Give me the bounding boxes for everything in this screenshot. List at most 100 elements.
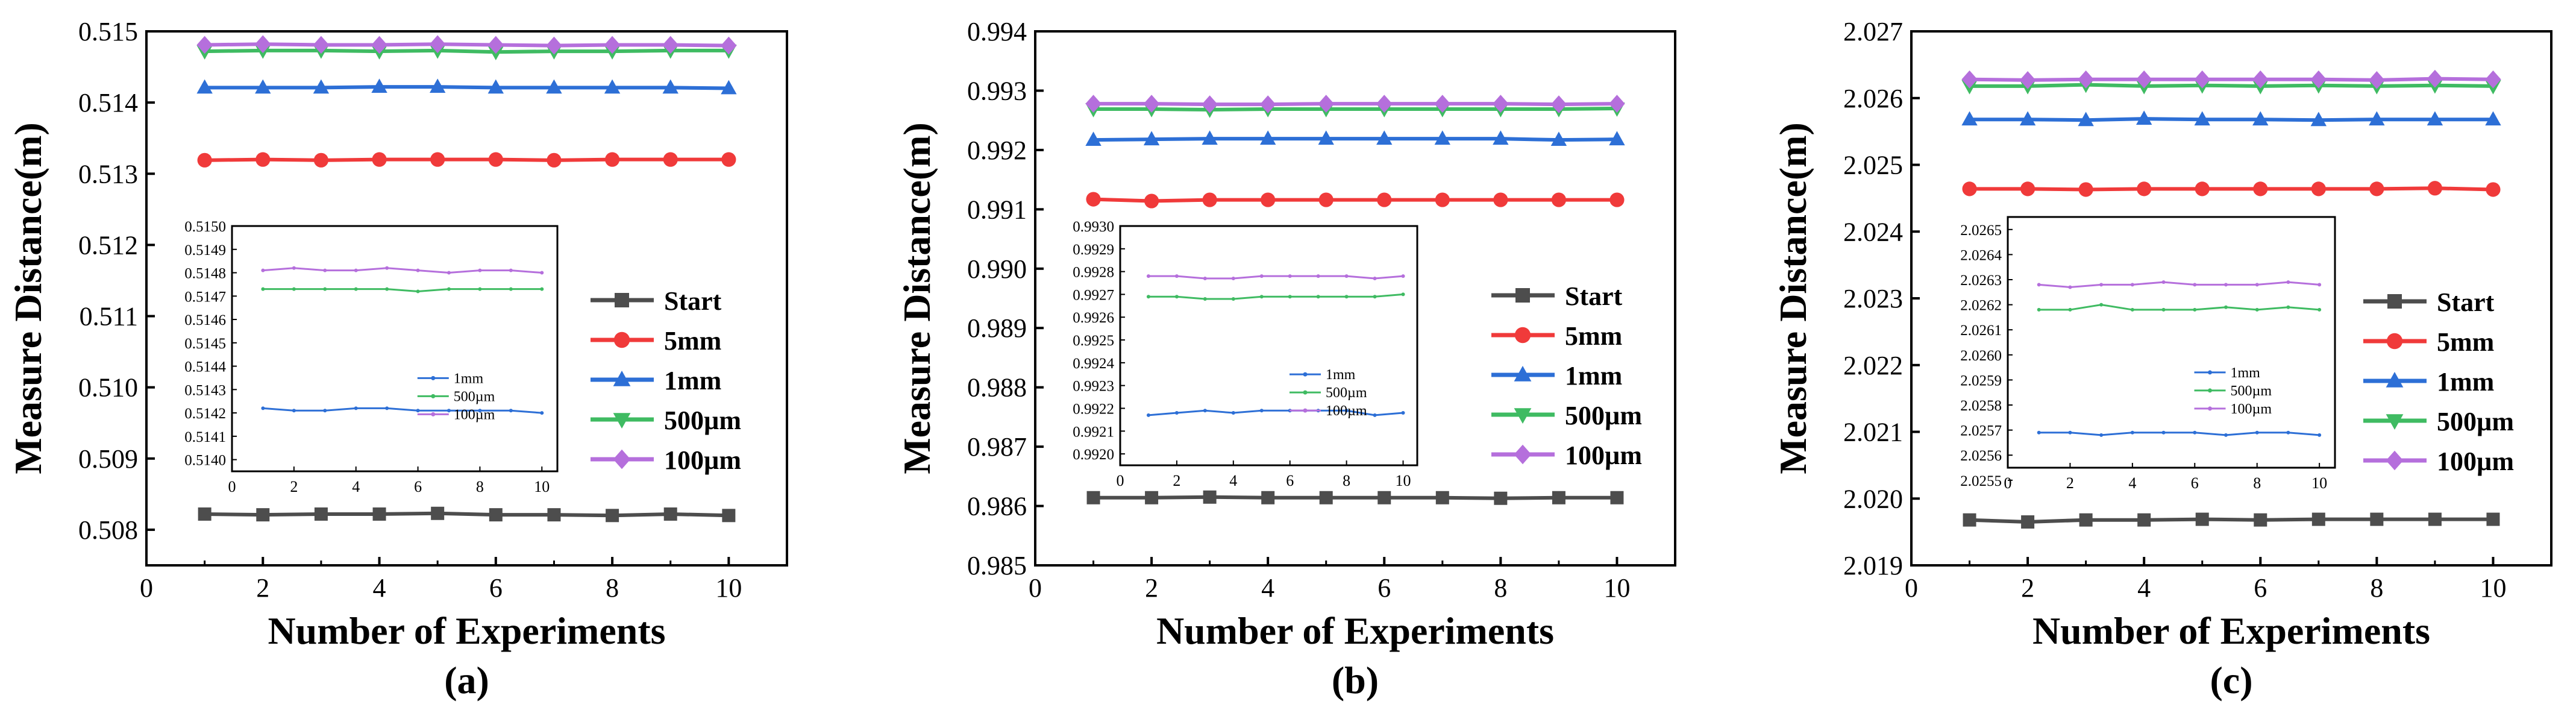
- data-point-5mm: [663, 152, 678, 167]
- series-line-100um: [1969, 77, 2493, 82]
- data-point-5mm: [197, 152, 212, 168]
- inset-point-100um: [2130, 283, 2134, 287]
- inset-series-line-100um: [1148, 275, 1403, 280]
- legend-marker-start: [1515, 288, 1530, 303]
- inset-point-100um: [1373, 276, 1377, 280]
- inset-y-tick-label: 2.0257: [1960, 423, 2002, 439]
- inset-y-tick-label: 0.9930: [1073, 219, 1114, 235]
- y-tick-label: 0.512: [78, 230, 138, 260]
- inset-point-100um: [2255, 283, 2259, 287]
- data-point-1mm: [2019, 111, 2036, 126]
- inset-point-100um: [1401, 274, 1405, 278]
- data-point-start: [2311, 512, 2325, 526]
- inset-point-100um: [323, 268, 327, 272]
- data-point-start: [1261, 491, 1275, 504]
- inset-point-1mm: [2130, 430, 2134, 435]
- inset-point-100um: [2224, 283, 2228, 287]
- series-line-500um: [1969, 83, 2493, 88]
- legend-label-500um: 500µm: [2437, 407, 2514, 436]
- inset-point-100um: [1174, 274, 1179, 278]
- data-point-100um: [1318, 95, 1334, 113]
- inset-point-1mm: [292, 409, 296, 413]
- inset-point-500um: [261, 287, 265, 291]
- inset-legend-label-500um: 500µm: [454, 389, 495, 404]
- legend-label-1mm: 1mm: [1565, 361, 1622, 391]
- inset-series-line-1mm: [2039, 432, 2320, 436]
- data-point-100um: [1550, 95, 1567, 113]
- legend-label-start: Start: [664, 286, 722, 316]
- data-point-5mm: [721, 152, 736, 167]
- data-point-start: [722, 509, 736, 523]
- data-point-start: [606, 509, 619, 523]
- inset-y-tick-label: 2.0256: [1960, 448, 2002, 464]
- data-point-start: [1203, 490, 1217, 504]
- series-1mm: [196, 78, 737, 95]
- inset-point-1mm: [2255, 430, 2259, 435]
- y-tick-label: 0.513: [78, 159, 138, 189]
- inset-point-1mm: [1203, 409, 1207, 413]
- data-point-1mm: [2252, 111, 2269, 126]
- inset-point-1mm: [2193, 430, 2197, 435]
- y-tick-label: 0.992: [967, 136, 1027, 165]
- inset-point-500um: [540, 287, 544, 291]
- inset-y-tick-label: 0.5148: [184, 266, 226, 282]
- data-point-5mm: [547, 152, 562, 168]
- inset-series-1mm: [1146, 409, 1405, 417]
- inset-x-tick-label: 0: [1117, 472, 1124, 489]
- inset-point-100um: [2317, 283, 2322, 287]
- data-point-start: [1086, 491, 1100, 504]
- legend-marker-500um: [613, 413, 631, 429]
- legend-marker-start: [2387, 294, 2402, 309]
- inset-y-tick-label: 0.9923: [1073, 378, 1114, 395]
- series-100um: [1085, 95, 1625, 113]
- inset-chart: 0 2 4 6 8 10 0.9920 0.9921 0.9922 0.9923 0.9924 0.9…: [1073, 219, 1418, 489]
- inset-legend-label-100um: 100µm: [454, 407, 495, 422]
- series-5mm: [1962, 181, 2501, 197]
- inset-point-500um: [447, 287, 451, 291]
- data-point-5mm: [2311, 181, 2326, 196]
- inset-point-100um: [1259, 274, 1264, 278]
- inset-point-1mm: [1259, 409, 1264, 413]
- inset-point-500um: [1288, 295, 1292, 299]
- data-point-1mm: [429, 78, 446, 93]
- data-point-start: [1319, 491, 1333, 504]
- inset-point-1mm: [2224, 433, 2228, 437]
- y-tick-label: 0.508: [78, 515, 138, 545]
- x-tick-label: 4: [1261, 573, 1274, 603]
- data-point-1mm: [546, 79, 562, 94]
- data-point-5mm: [1144, 193, 1159, 209]
- inset-x-tick-label: 6: [2191, 474, 2199, 492]
- series-line-5mm: [1093, 197, 1617, 203]
- data-point-1mm: [662, 79, 678, 94]
- inset-series-line-100um: [263, 267, 542, 274]
- data-point-start: [2021, 515, 2035, 529]
- inset-y-tick-label: 2.0260: [1960, 348, 2002, 364]
- data-point-start: [2079, 513, 2093, 527]
- inset-y-tick-label: 0.5147: [184, 289, 226, 305]
- data-point-100um: [371, 36, 387, 54]
- inset-point-100um: [447, 271, 451, 275]
- inset-point-500um: [1316, 295, 1320, 299]
- inset-point-100um: [1316, 274, 1320, 278]
- data-point-100um: [1961, 70, 1978, 89]
- data-point-100um: [2019, 71, 2036, 89]
- x-tick-label: 8: [606, 573, 619, 603]
- inset-x-tick-label: 4: [2128, 474, 2136, 492]
- inset-point-100um: [540, 271, 544, 275]
- data-point-5mm: [1377, 192, 1392, 207]
- inset-point-100um: [509, 268, 513, 272]
- inset-y-tick-label: 2.0265: [1960, 222, 2002, 239]
- x-tick-label: 0: [140, 573, 153, 603]
- data-point-5mm: [2427, 181, 2443, 196]
- inset-point-100um: [385, 266, 389, 270]
- data-point-100um: [1609, 95, 1625, 113]
- data-point-start: [1963, 513, 1976, 527]
- y-tick-label: 2.025: [1843, 151, 1903, 180]
- x-tick-label: 10: [1603, 573, 1630, 603]
- data-point-1mm: [1493, 130, 1509, 145]
- y-tick-label: 0.994: [967, 17, 1027, 46]
- inset-point-1mm: [478, 409, 482, 413]
- y-tick-label: 0.986: [967, 492, 1027, 521]
- y-tick-label: 2.026: [1843, 84, 1903, 113]
- series-start: [198, 506, 736, 523]
